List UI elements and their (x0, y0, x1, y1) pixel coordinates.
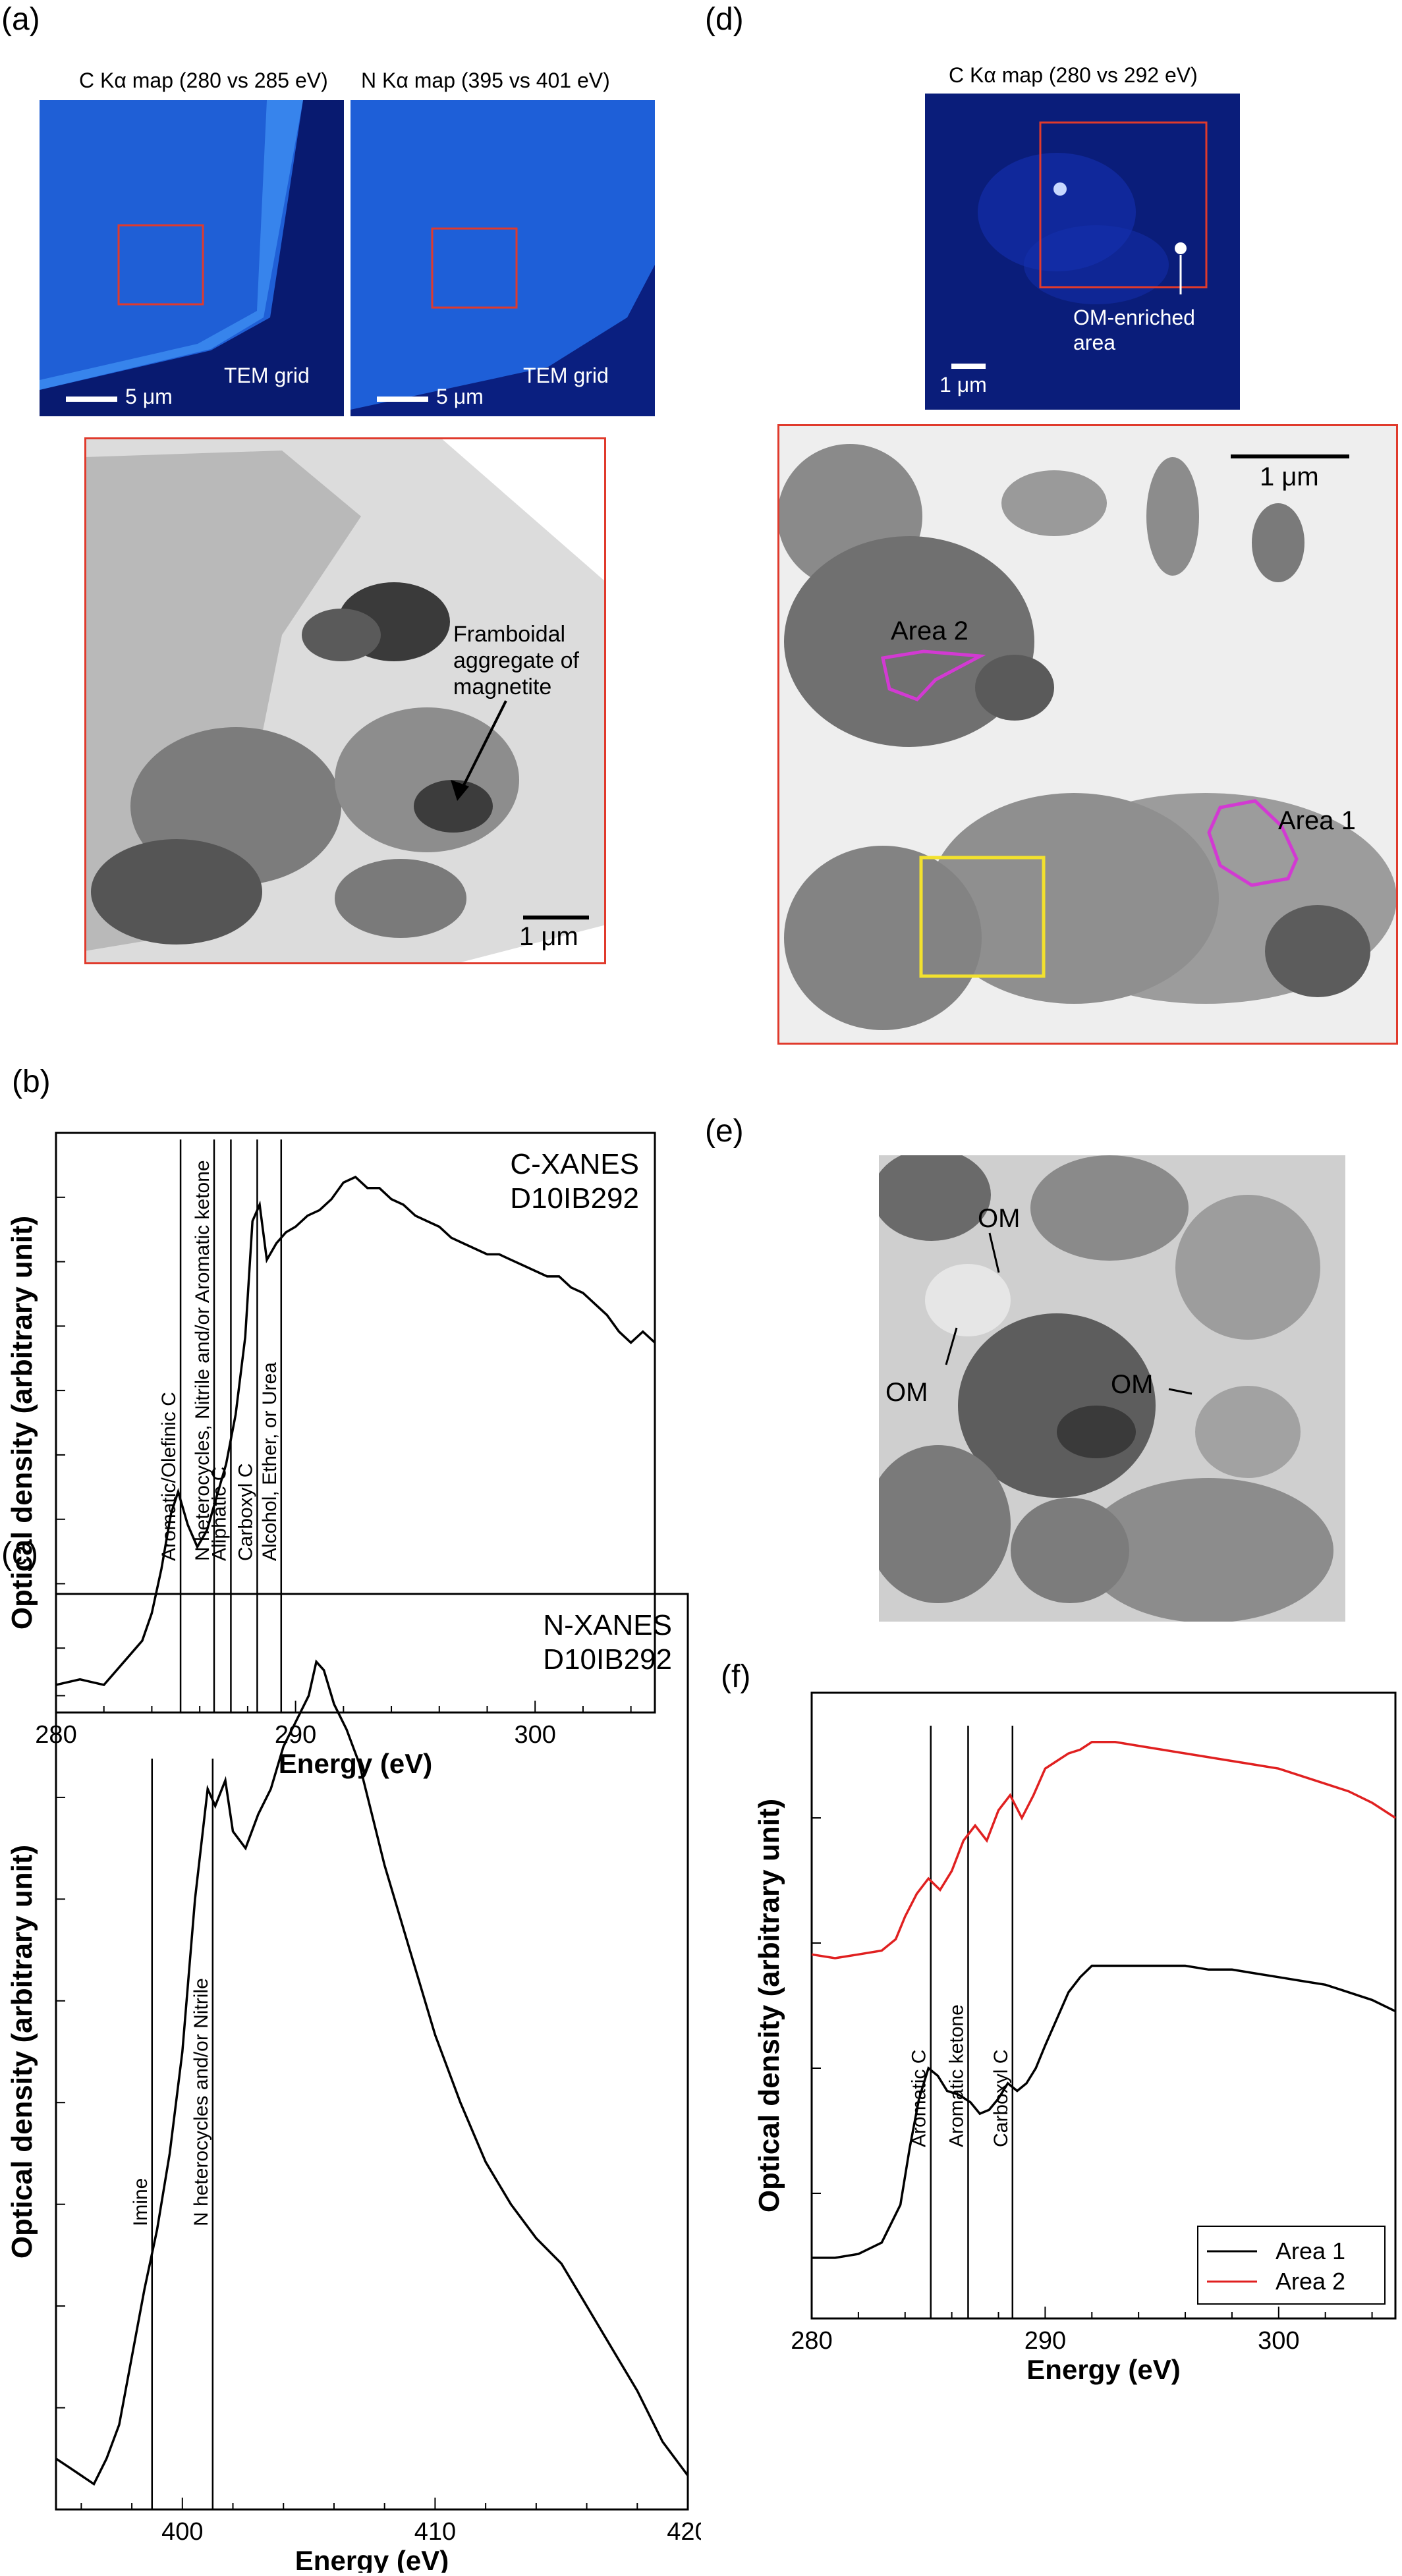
map-c-grid-label: TEM grid (224, 364, 310, 387)
legend-box (1197, 2226, 1386, 2305)
annotation-label: N heterocycles and/or Nitrile (190, 1978, 212, 2226)
tem-annotation-line1: Framboidal (453, 622, 566, 647)
map-d-annotation-line1: OM-enriched (1073, 306, 1195, 329)
annotation-label: N heterocycles, Nitrile and/or Aromatic … (192, 1160, 213, 1561)
c-k-alpha-map-d: OM-enriched area 1 μm (925, 94, 1240, 410)
map-c-title: C Kα map (280 vs 285 eV) (79, 69, 328, 92)
tem-image-e: OM OM OM (879, 1155, 1345, 1622)
chart-f: 280 290 300 Energy (eV) Optical density (arb… (751, 1686, 1402, 2411)
annotation-label: Aromatic ketone (945, 2004, 967, 2147)
panel-label-f: (f) (721, 1659, 751, 1694)
panel-label-b: (b) (12, 1064, 51, 1099)
tem-annotation-line2: aggregate of (453, 648, 579, 673)
annotation-label: Alcohol, Ether, or Urea (259, 1362, 281, 1561)
chart-c: 400 410 420 Energy (eV) Optical density (arb… (0, 1568, 709, 2576)
map-c-scale-bar (66, 397, 117, 402)
om-label-1: OM (978, 1204, 1021, 1233)
om-label-3: OM (1111, 1370, 1154, 1399)
area-1-label: Area 1 (1278, 806, 1356, 835)
chart-legend-text: D10IB292 (510, 1182, 639, 1215)
tem-scale-bar-d (1231, 454, 1349, 458)
map-n-title: N Kα map (395 vs 401 eV) (361, 69, 610, 92)
x-axis-label: Energy (eV) (1026, 2354, 1180, 2385)
chart-legend-text: C-XANES (510, 1148, 639, 1180)
x-tick-label: 290 (1024, 2327, 1066, 2355)
tem-image-d: 1 μm Area 2 Area 1 (777, 424, 1398, 1045)
tem-scale-bar-a (523, 916, 589, 919)
x-tick-label: 280 (791, 2327, 832, 2355)
chart-legend-text: N-XANES (543, 1609, 672, 1641)
x-tick-label: 290 (275, 1721, 316, 1749)
chart-legend-text: D10IB292 (543, 1643, 672, 1676)
series-line (55, 1659, 689, 2486)
panel-label-d: (d) (705, 2, 744, 37)
series-line (55, 1175, 656, 1687)
chart-c-svg: 400 410 420 Energy (eV) Optical density (arb… (6, 1593, 709, 2576)
plot-frame (55, 1593, 689, 2511)
map-d-title: C Kα map (280 vs 292 eV) (949, 63, 1198, 87)
y-axis-label: Optical density (arbitrary unit) (6, 1845, 38, 2259)
x-tick-label: 410 (414, 2518, 456, 2546)
map-c-scale-label: 5 μm (125, 385, 173, 408)
panel-label-a: (a) (1, 2, 40, 37)
map-n-grid-label: TEM grid (523, 364, 609, 387)
annotation-label: Imine (130, 2178, 152, 2226)
panel-label-c: (c) (1, 1537, 38, 1572)
y-axis-label: Optical density (arbitrary unit) (753, 1799, 785, 2212)
tem-scale-label-a: 1 μm (519, 922, 578, 951)
tem-annotation-line3: magnetite (453, 674, 552, 699)
chart-f-svg: 280 290 300 Energy (eV) Optical density (arb… (753, 1691, 1397, 2385)
panel-label-e: (e) (705, 1114, 744, 1149)
legend-label: Area 1 (1276, 2237, 1345, 2264)
plot-frame (55, 1132, 656, 1714)
series-line (811, 1741, 1396, 1959)
annotation-label: Carboxyl C (990, 2050, 1012, 2147)
chart-b: 280 290 300 Energy (eV) Optical density (arb… (0, 988, 661, 1824)
legend-label: Area 2 (1276, 2268, 1345, 2295)
x-tick-label: 400 (161, 2518, 203, 2546)
plot-frame (810, 1691, 1397, 2320)
annotation-label: Aromatic/Olefinic C (158, 1392, 180, 1561)
map-n-scale-bar (377, 397, 428, 402)
n-k-alpha-map: TEM grid 5 μm (350, 100, 655, 416)
c-k-alpha-map-a: TEM grid 5 μm (40, 100, 344, 416)
annotation-label: Carboxyl C (235, 1464, 256, 1561)
map-d-scale-bar (951, 364, 986, 369)
tem-scale-label-d: 1 μm (1260, 462, 1319, 491)
map-d-scale-label: 1 μm (939, 373, 987, 397)
x-tick-label: 300 (1258, 2327, 1299, 2355)
map-d-annotation-line2: area (1073, 331, 1116, 354)
tem-image-a: Framboidal aggregate of magnetite 1 μm (84, 437, 606, 964)
x-tick-label: 300 (514, 1721, 555, 1749)
y-axis-label: Optical density (arbitrary unit) (6, 1216, 38, 1630)
area-2-label: Area 2 (891, 617, 968, 645)
map-n-scale-label: 5 μm (436, 385, 484, 408)
x-axis-label: Energy (eV) (295, 2545, 449, 2573)
x-tick-label: 420 (667, 2518, 701, 2546)
series-line (812, 1964, 1396, 2259)
om-label-2: OM (885, 1378, 928, 1407)
